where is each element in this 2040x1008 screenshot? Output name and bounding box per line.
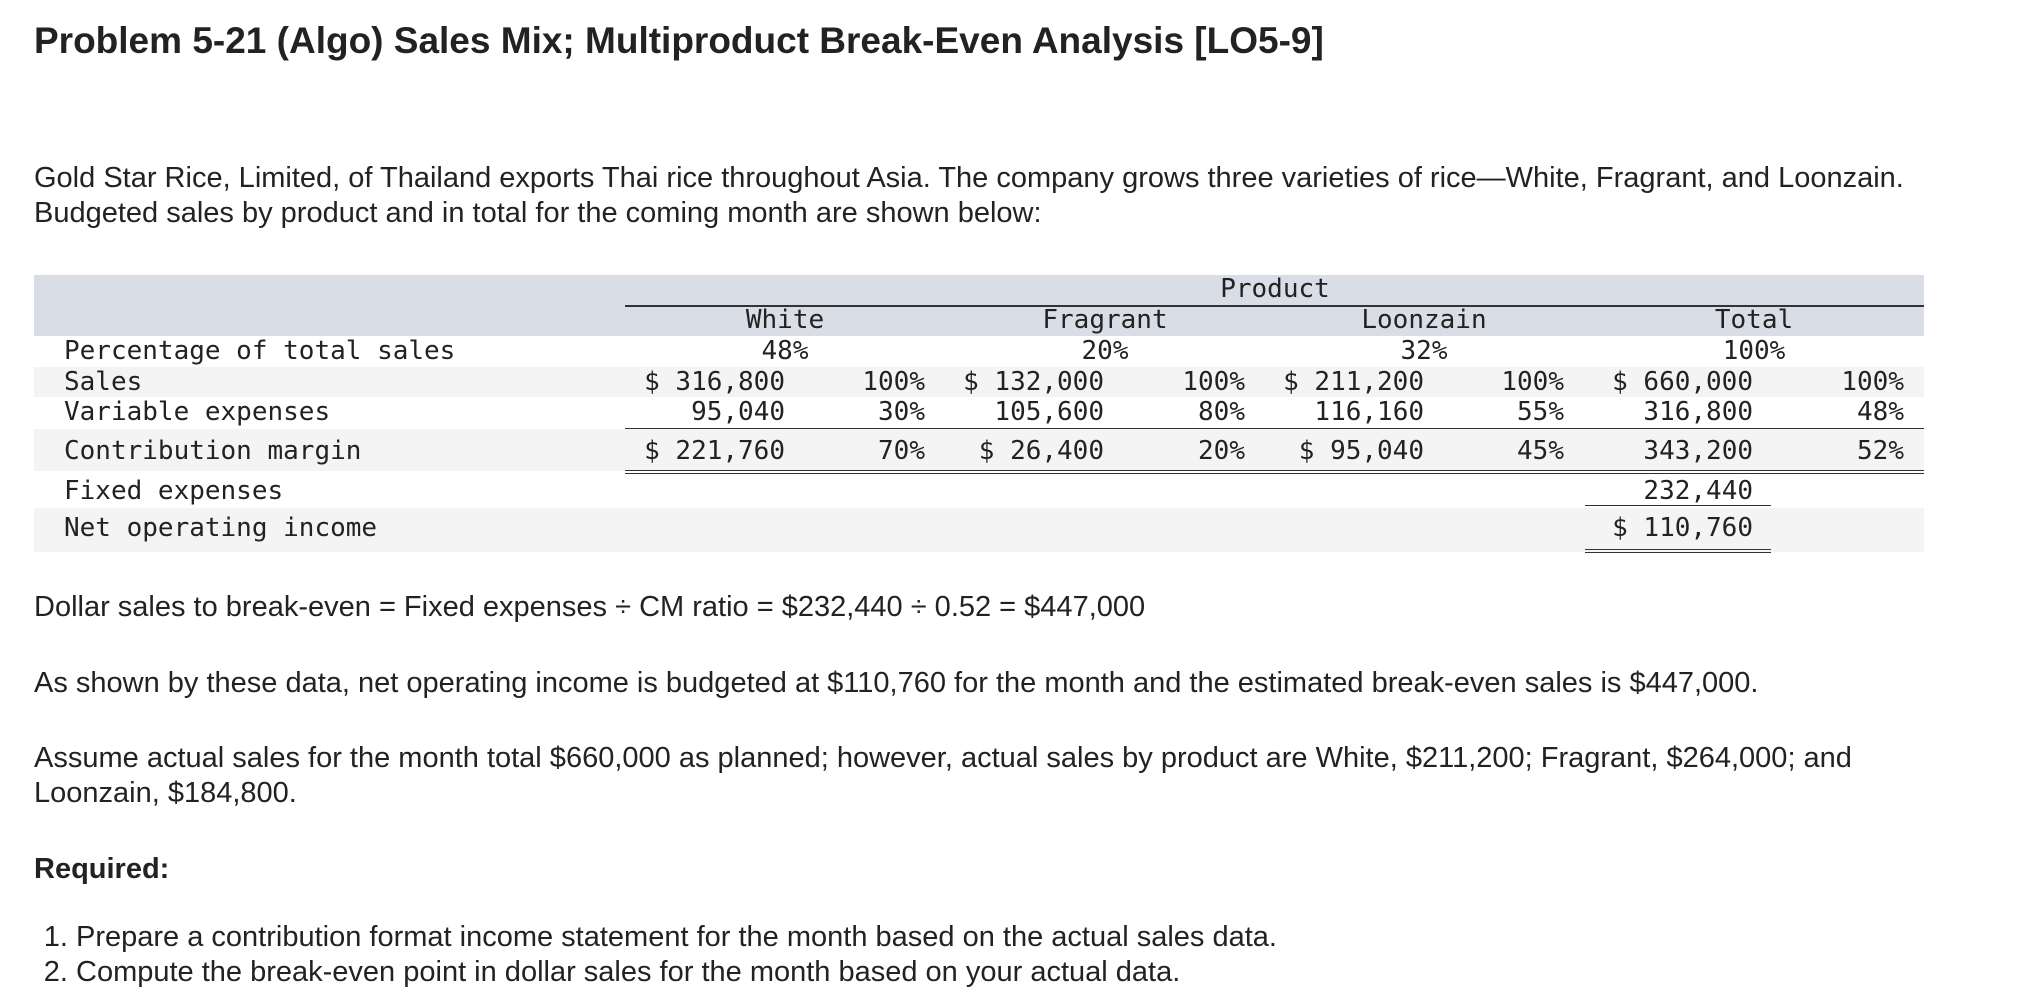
cell: $ 221,760 — [644, 436, 785, 466]
required-list: Prepare a contribution format income sta… — [34, 920, 1277, 990]
column-header: Fragrant — [1042, 305, 1168, 335]
formula: Dollar sales to break-even = Fixed expen… — [34, 591, 1146, 623]
cell: 316,800 — [1643, 397, 1753, 427]
paragraph: As shown by these data, net operating in… — [34, 667, 1759, 699]
row-label: Contribution margin — [64, 436, 362, 466]
cell: $ 110,760 — [1612, 513, 1753, 543]
list-item: Compute the break-even point in dollar s… — [76, 955, 1277, 990]
cell: 100% — [1722, 336, 1786, 366]
row-label: Fixed expenses — [64, 476, 284, 506]
row-label: Sales — [64, 367, 143, 397]
subtotal-rule — [625, 428, 1924, 429]
cell: 116,160 — [1314, 397, 1424, 427]
required-heading: Required: — [34, 853, 170, 885]
title: Problem 5-21 (Algo) Sales Mix; Multiprod… — [34, 20, 1324, 61]
cell: 55% — [1517, 397, 1564, 427]
cell: 45% — [1517, 436, 1564, 466]
double-rule — [1585, 549, 1771, 553]
row-band — [34, 508, 1924, 552]
row-label: Variable expenses — [64, 397, 331, 427]
row-label: Net operating income — [64, 513, 378, 543]
cell: $ 26,400 — [978, 436, 1104, 466]
subtotal-rule — [1585, 505, 1771, 506]
cell: 100% — [1182, 367, 1245, 397]
cell: 48% — [761, 336, 809, 366]
cell: 70% — [878, 436, 925, 466]
cell: 32% — [1400, 336, 1448, 366]
cell: $ 316,800 — [644, 367, 785, 397]
row-band — [34, 367, 1924, 397]
double-rule — [625, 470, 1924, 474]
cell: 232,440 — [1643, 476, 1753, 506]
cell: 105,600 — [994, 397, 1104, 427]
cell: 30% — [878, 397, 925, 427]
cell: $ 95,040 — [1298, 436, 1424, 466]
cell: 20% — [1081, 336, 1129, 366]
cell: $ 211,200 — [1283, 367, 1424, 397]
column-header: Loonzain — [1361, 305, 1487, 335]
cell: 343,200 — [1643, 436, 1753, 466]
column-header: Total — [1714, 305, 1794, 335]
cell: $ 132,000 — [963, 367, 1104, 397]
cell: 100% — [1841, 367, 1904, 397]
intro: Gold Star Rice, Limited, of Thailand exp… — [34, 162, 1904, 229]
paragraph: Assume actual sales for the month total … — [34, 742, 1852, 809]
cell: 20% — [1198, 436, 1245, 466]
row-band — [34, 429, 1924, 471]
cell: 100% — [1501, 367, 1564, 397]
header-rule — [625, 305, 1924, 307]
list-item: Prepare a contribution format income sta… — [76, 920, 1277, 955]
group-header: Product — [1220, 274, 1330, 304]
column-header: White — [745, 305, 825, 335]
cell: 80% — [1198, 397, 1245, 427]
cell: 52% — [1857, 436, 1904, 466]
row-label: Percentage of total sales — [64, 336, 456, 366]
cell: 48% — [1857, 397, 1904, 427]
cell: 95,040 — [691, 397, 785, 427]
cell: $ 660,000 — [1612, 367, 1753, 397]
cell: 100% — [862, 367, 925, 397]
